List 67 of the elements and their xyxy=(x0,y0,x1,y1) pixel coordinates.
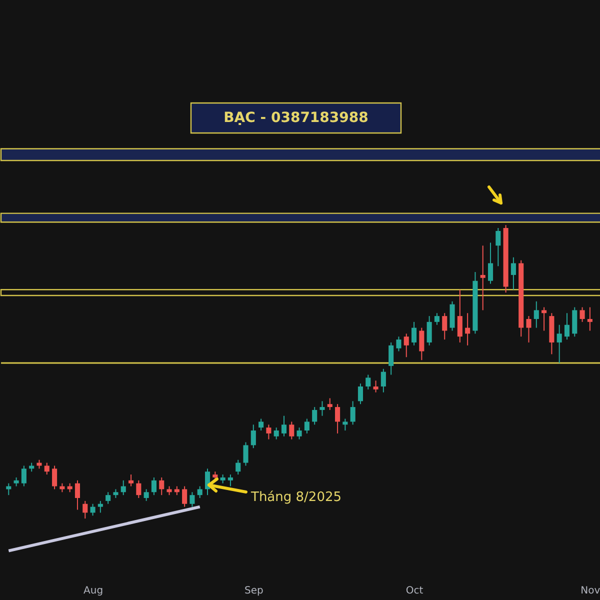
candlestick xyxy=(250,424,256,449)
candlestick xyxy=(587,306,592,332)
chart-title: BẠC - 0387183988 xyxy=(224,110,368,126)
candlestick xyxy=(556,324,562,364)
candlestick xyxy=(266,424,272,440)
candlestick xyxy=(534,300,539,328)
candlestick xyxy=(572,306,578,338)
candlestick xyxy=(98,500,103,514)
candlestick xyxy=(335,404,340,434)
candlestick xyxy=(106,492,111,504)
candlestick xyxy=(90,503,96,516)
candlestick xyxy=(496,228,501,267)
candlestick xyxy=(136,480,142,499)
candlestick xyxy=(457,289,462,343)
candlestick xyxy=(228,474,233,487)
candlestick xyxy=(342,418,348,432)
candlestick xyxy=(542,306,547,332)
candlestick xyxy=(434,312,440,326)
candlestick xyxy=(358,383,364,405)
candlestick xyxy=(373,380,378,393)
candlestick xyxy=(388,342,394,376)
candlestick xyxy=(404,333,409,358)
x-tick-label: Nov xyxy=(580,586,600,596)
candlestick xyxy=(151,476,156,496)
candlestick xyxy=(21,465,26,487)
x-tick-label: Sep xyxy=(244,586,264,596)
candlestick xyxy=(236,459,241,476)
candlestick xyxy=(580,306,585,322)
candlestick xyxy=(44,462,50,476)
candlestick xyxy=(289,421,294,440)
candlestick xyxy=(419,327,424,361)
candlestick xyxy=(526,316,532,343)
candlestick xyxy=(120,480,126,496)
candlestick xyxy=(564,312,570,340)
candlestick xyxy=(450,300,455,332)
candlestick xyxy=(144,488,149,502)
candlestick xyxy=(243,442,248,466)
candlestick xyxy=(197,486,202,499)
candlestick xyxy=(480,245,486,311)
candlestick xyxy=(350,400,356,426)
candlestick xyxy=(52,465,58,490)
candlestick xyxy=(426,316,432,346)
candlestick xyxy=(258,418,264,432)
candlestick xyxy=(274,427,279,440)
candlestick xyxy=(327,398,332,410)
candlestick xyxy=(281,415,287,437)
candlestick xyxy=(74,480,80,510)
candlestick xyxy=(412,321,417,346)
candlestick xyxy=(510,256,516,290)
candlestick xyxy=(366,374,371,390)
candlestick xyxy=(304,418,310,434)
candlestick xyxy=(128,474,134,487)
candlestick xyxy=(465,312,470,346)
candlestick xyxy=(320,400,325,416)
candlestick xyxy=(82,500,88,520)
x-tick-label: Aug xyxy=(84,586,104,596)
candlestick xyxy=(159,476,164,496)
candlestick xyxy=(488,242,494,284)
annotation: Tháng 8/2025 xyxy=(250,490,342,505)
candlestick xyxy=(396,336,402,352)
candlestick xyxy=(182,486,188,508)
candlestick xyxy=(380,368,386,393)
candlestick xyxy=(442,312,448,340)
candlestick xyxy=(190,492,195,508)
x-tick-label: Oct xyxy=(406,586,424,596)
candlestick xyxy=(312,406,318,426)
candlestick xyxy=(296,427,302,440)
